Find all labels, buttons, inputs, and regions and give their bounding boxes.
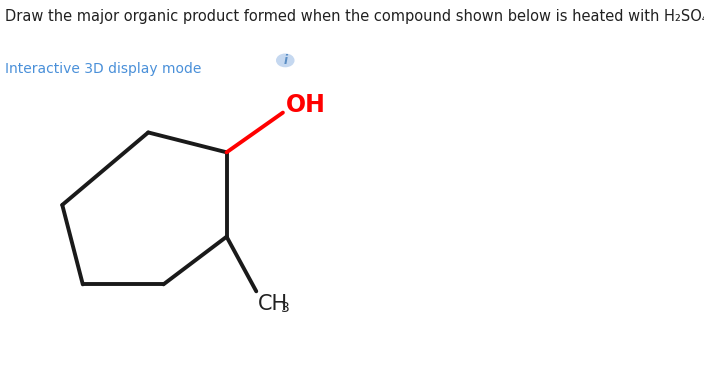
Circle shape: [277, 54, 294, 66]
Text: CH: CH: [258, 294, 288, 314]
Text: OH: OH: [286, 93, 326, 117]
Text: i: i: [283, 54, 287, 67]
Text: Draw the major organic product formed when the compound shown below is heated wi: Draw the major organic product formed wh…: [5, 9, 704, 24]
Text: Interactive 3D display mode: Interactive 3D display mode: [5, 61, 201, 75]
Text: 3: 3: [281, 301, 289, 315]
